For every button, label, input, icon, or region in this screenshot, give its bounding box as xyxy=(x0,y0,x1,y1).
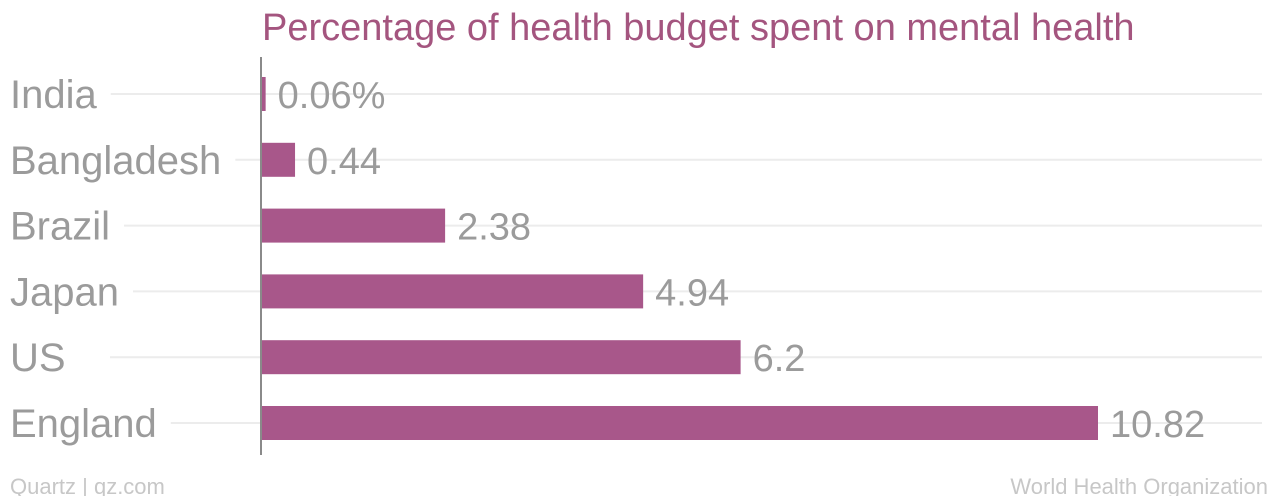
category-label: India xyxy=(10,73,97,117)
bar-brazil xyxy=(261,208,446,243)
category-label: Bangladesh xyxy=(10,139,221,183)
data-source: World Health Organization xyxy=(1010,474,1268,496)
category-label: England xyxy=(10,402,157,446)
chart-title: Percentage of health budget spent on men… xyxy=(262,7,1135,49)
category-label: Japan xyxy=(10,270,119,314)
value-label: 10.82 xyxy=(1110,404,1205,446)
plot-area: India 0.06% Bangladesh 0.44 Brazil 2.38 Japan 4… xyxy=(10,57,1262,455)
source-credit: Quartz | qz.com xyxy=(10,474,165,496)
bar-bangladesh xyxy=(261,142,296,177)
value-label: 4.94 xyxy=(655,272,729,314)
bar-japan xyxy=(261,274,644,309)
value-label: 0.06% xyxy=(278,75,386,117)
bar-india xyxy=(261,77,266,111)
category-label: Brazil xyxy=(10,205,110,249)
category-label: US xyxy=(10,336,66,380)
bar-england xyxy=(261,406,1098,440)
value-label: 0.44 xyxy=(307,141,381,183)
value-label: 6.2 xyxy=(753,338,806,380)
bar-us xyxy=(261,340,741,375)
value-label: 2.38 xyxy=(457,207,531,249)
